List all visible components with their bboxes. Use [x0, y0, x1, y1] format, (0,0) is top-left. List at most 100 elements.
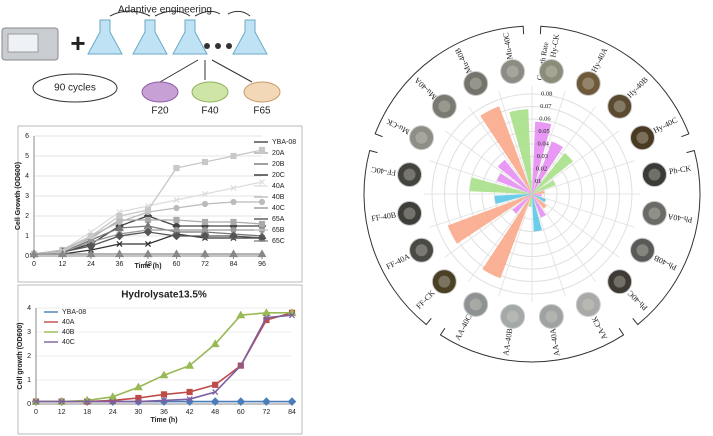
marker	[58, 249, 67, 258]
x-axis-title: Time (h)	[134, 263, 161, 270]
legend-label: 65A	[272, 216, 285, 223]
colony-spot	[506, 310, 519, 323]
radial-bar	[496, 173, 532, 194]
colony-image	[500, 59, 526, 85]
marker	[200, 231, 210, 241]
x-tick-label: 24	[87, 261, 95, 268]
colony-image	[463, 291, 489, 317]
flask	[132, 19, 168, 55]
x-tick-label: 48	[144, 261, 152, 268]
grid-circle	[456, 118, 608, 270]
marker	[32, 398, 40, 405]
x-tick-label: 48	[211, 409, 219, 416]
marker	[116, 240, 123, 248]
marker	[229, 249, 238, 258]
marker	[173, 216, 180, 224]
r-tick-label: 0.05	[538, 128, 549, 135]
radial-bar	[494, 194, 532, 205]
colony-spot	[438, 100, 451, 113]
marker	[262, 397, 271, 406]
colony-image	[397, 162, 423, 188]
radial-bar	[532, 141, 564, 194]
spoke	[444, 130, 533, 195]
colony-image	[575, 71, 601, 97]
marker	[237, 362, 244, 369]
spoke	[531, 193, 596, 282]
colony-image	[607, 93, 633, 119]
y-tick-label: 4	[27, 305, 31, 312]
marker	[133, 382, 143, 391]
legend-label: YBA-08	[272, 139, 296, 146]
colony-spot	[648, 207, 661, 220]
colony-image	[641, 200, 667, 226]
cycle-arrow	[32, 73, 118, 103]
spoke	[531, 106, 596, 195]
x-axis-title: Time (h)	[150, 417, 177, 424]
legend-label: 40C	[62, 339, 75, 346]
radial-bar	[480, 106, 532, 194]
marker	[230, 198, 237, 206]
colony-image	[575, 291, 601, 317]
group-bracket	[363, 149, 432, 326]
marker	[87, 232, 95, 240]
marker	[172, 249, 181, 258]
marker	[258, 178, 266, 186]
marker	[109, 398, 116, 405]
marker	[212, 388, 219, 396]
marker	[258, 220, 266, 228]
grid-circle	[444, 106, 620, 282]
spoke	[498, 193, 533, 297]
y-tick-label: 2	[27, 353, 31, 360]
marker	[186, 388, 193, 396]
x-tick-label: 36	[116, 261, 124, 268]
grid-circle	[506, 168, 558, 220]
category-label: Ph-CK	[668, 164, 692, 176]
chart-title: Hydrolysate13.5%	[121, 290, 207, 301]
legend-label: 65C	[272, 238, 285, 245]
radial-bar	[532, 194, 542, 197]
schematic: + Adaptive engineering 90 cycles F20 F40…	[1, 5, 281, 117]
colony-image	[397, 200, 423, 226]
x-tick-label: 30	[135, 409, 143, 416]
colony-spot	[582, 77, 595, 90]
colony-image	[629, 125, 655, 151]
x-tick-label: 0	[32, 261, 36, 268]
category-label: Ph-40A	[667, 212, 693, 225]
arrow	[109, 10, 251, 17]
legend-label: 40B	[272, 194, 285, 201]
marker	[135, 398, 142, 405]
group-bracket	[539, 25, 690, 138]
colony-image	[538, 59, 564, 85]
dot	[215, 43, 221, 49]
y-axis-title: Cell Growth (OD600)	[15, 162, 22, 230]
group-bracket	[439, 327, 625, 363]
marker	[160, 397, 168, 404]
radial-bar	[532, 190, 545, 194]
x-tick-label: 72	[263, 409, 271, 416]
marker	[288, 312, 296, 319]
x-tick-label: 84	[288, 409, 296, 416]
r-tick-label: 0.06	[539, 116, 551, 123]
r-tick-label: 0.07	[540, 103, 552, 110]
marker	[115, 249, 124, 258]
colony-image	[607, 269, 633, 295]
marker	[159, 370, 169, 379]
radial-bar	[532, 180, 556, 194]
radial-bar	[509, 109, 532, 194]
colony-image	[409, 237, 435, 263]
spoke	[531, 193, 620, 258]
colony-image	[431, 93, 457, 119]
dot	[226, 43, 232, 49]
colony-image	[538, 303, 564, 329]
marker	[201, 190, 209, 198]
marker	[230, 184, 237, 192]
dot	[204, 43, 210, 49]
cell	[191, 81, 229, 103]
grid-circle	[481, 143, 583, 245]
cell	[141, 81, 179, 103]
marker	[173, 204, 180, 212]
colony-spot	[469, 298, 482, 311]
category-label: Mu-40A	[412, 75, 438, 101]
spoke	[498, 91, 533, 195]
colony-spot	[648, 168, 661, 181]
